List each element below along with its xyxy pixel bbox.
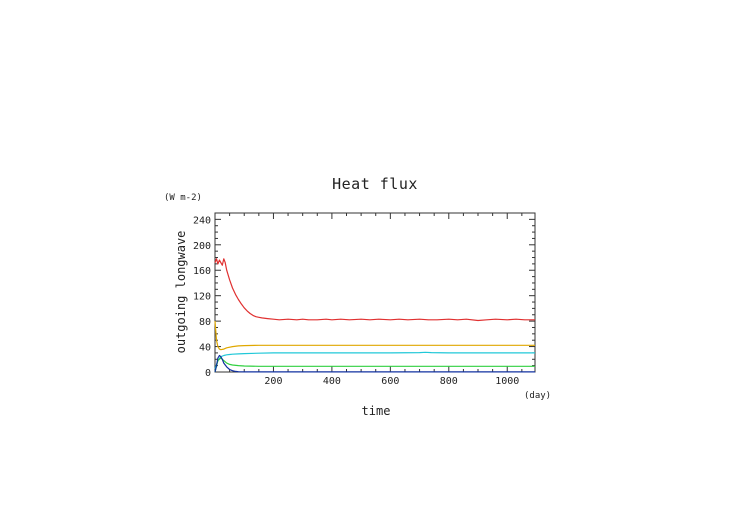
y-tick-label: 40 [199, 343, 211, 354]
series-line-5 [214, 354, 535, 373]
plot-frame [214, 212, 536, 373]
x-tick-label: 800 [440, 376, 458, 387]
series-line-1 [214, 258, 535, 322]
x-unit-label: (day) [524, 391, 551, 401]
y-tick-label: 240 [193, 215, 211, 226]
y-tick-label: 80 [199, 317, 211, 328]
x-axis-label: time [362, 404, 391, 418]
y-axis-label: outgoing longwave [174, 231, 188, 354]
series-line-4 [214, 357, 535, 373]
x-tick-label: 600 [381, 376, 399, 387]
y-tick-label: 0 [205, 368, 211, 379]
y-unit-label: (W m-2) [164, 193, 202, 203]
series-line-2 [214, 321, 535, 351]
y-tick-label: 120 [193, 292, 211, 303]
series-line-3 [214, 351, 535, 370]
axis-ticks: 0 40 80 120 160 200 240 200 400 600 800 1000 [193, 213, 535, 387]
chart-title: Heat flux [332, 175, 418, 193]
y-tick-label: 200 [193, 241, 211, 252]
y-tick-label: 160 [193, 266, 211, 277]
x-tick-label: 200 [264, 376, 282, 387]
x-tick-label: 400 [323, 376, 341, 387]
x-tick-label: 1000 [495, 376, 519, 387]
data-series [214, 258, 535, 373]
